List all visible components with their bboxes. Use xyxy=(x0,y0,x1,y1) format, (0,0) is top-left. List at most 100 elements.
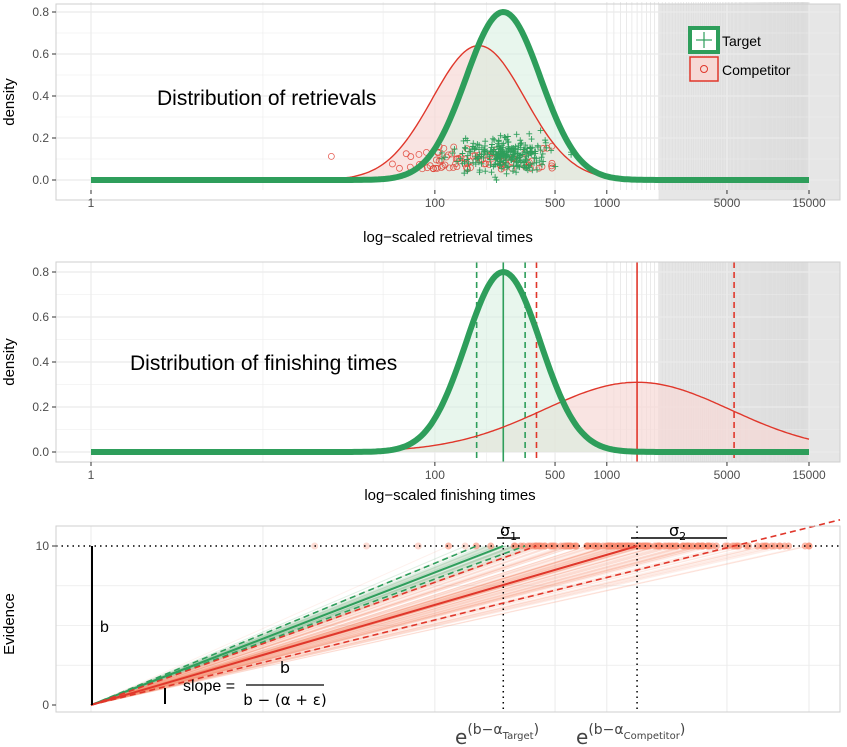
target-scatter-point xyxy=(522,156,529,163)
competitor-sim-line xyxy=(90,545,689,706)
target-scatter-point xyxy=(501,134,508,141)
competitor-sim-line xyxy=(90,545,568,706)
competitor-sim-line xyxy=(90,545,667,706)
competitor-sim-line xyxy=(90,545,687,706)
competitor-sim-line xyxy=(90,545,553,706)
competitor-scatter-point xyxy=(450,143,458,151)
competitor-threshold-point xyxy=(362,542,370,550)
target-scatter-point xyxy=(461,144,468,151)
evidence-panel: 010 Evidence b slope = b b − (α + ε) σ1 … xyxy=(1,519,841,747)
competitor-sim-line xyxy=(90,545,702,706)
target-scatter-point xyxy=(513,169,520,176)
competitor-scatter-point xyxy=(452,160,459,168)
competitor-time-label: e(b−αCompetitor) xyxy=(576,722,685,747)
competitor-threshold-point xyxy=(744,542,752,550)
target-scatter-point xyxy=(529,144,536,151)
x-tick-label: 5000 xyxy=(714,468,741,482)
competitor-sim-line xyxy=(90,545,575,706)
target-scatter-point xyxy=(472,144,479,151)
legend-competitor-key xyxy=(689,56,719,82)
target-scatter-point xyxy=(457,155,464,162)
evidence-panel-border xyxy=(55,525,841,713)
target-scatter-point xyxy=(493,177,500,183)
competitor-sim-line xyxy=(90,545,684,706)
competitor-scatter-point xyxy=(327,152,335,160)
target-scatter-point xyxy=(538,161,545,168)
competitor-sim-line xyxy=(90,545,577,706)
competitor-scatter-point xyxy=(535,164,543,172)
target-scatter-point xyxy=(464,137,471,144)
competitor-sim-line xyxy=(90,545,587,706)
competitor-sim-line xyxy=(90,545,614,706)
target-scatter-point xyxy=(464,152,471,159)
target-scatter-point xyxy=(504,133,511,140)
competitor-scatter-point xyxy=(449,164,457,171)
target-scatter-point xyxy=(531,160,538,167)
target-scatter-point xyxy=(488,169,495,176)
competitor-scatter-point xyxy=(463,164,470,172)
competitor-sim-line xyxy=(90,545,758,706)
competitor-sim-line xyxy=(90,545,806,706)
competitor-sim-line xyxy=(90,545,785,706)
competitor-sim-line xyxy=(90,545,661,706)
retrievals-panel-border xyxy=(55,3,841,201)
competitor-threshold-point xyxy=(510,542,518,550)
target-scatter-point xyxy=(548,147,555,154)
x-tick-label: 500 xyxy=(545,196,565,210)
x-tick-label: 1 xyxy=(88,196,95,210)
competitor-sim-line xyxy=(90,545,592,706)
retrievals-x-ticks: 1 100 500 1000 5000 15000 xyxy=(88,190,826,210)
competitor-sim-line xyxy=(90,545,571,706)
competitor-sim-line xyxy=(90,545,678,706)
evidence-mean-lines xyxy=(56,519,841,712)
competitor-sim-line xyxy=(90,545,569,706)
target-scatter-point xyxy=(517,157,524,164)
x-tick-label: 1 xyxy=(88,468,95,482)
target-scatter-point xyxy=(517,152,524,159)
competitor-sim-line xyxy=(90,545,670,706)
target-scatter-point xyxy=(510,163,517,170)
target-scatter-point xyxy=(510,148,517,155)
competitor-sim-line xyxy=(90,545,698,706)
retrievals-scatter-points xyxy=(327,127,575,183)
target-scatter-point xyxy=(470,140,477,147)
target-sim-line xyxy=(90,545,479,706)
target-density-line xyxy=(90,269,810,455)
target-scatter-point xyxy=(526,164,533,171)
target-scatter-point xyxy=(489,141,495,148)
target-sim-line xyxy=(90,545,466,706)
competitor-scatter-point xyxy=(439,162,447,170)
competitor-threshold-point xyxy=(583,542,591,550)
target-scatter-point xyxy=(533,155,540,162)
retrievals-x-axis-title: log−scaled retrieval times xyxy=(363,229,533,246)
competitor-threshold-point xyxy=(533,542,541,550)
competitor-sim-line xyxy=(90,545,449,706)
target-scatter-point xyxy=(522,142,529,149)
target-scatter-point xyxy=(467,148,474,155)
competitor-sim-line xyxy=(90,545,611,706)
finishing-y-axis-title: density xyxy=(1,338,18,386)
competitor-sim-line xyxy=(90,545,531,706)
target-scatter-point xyxy=(517,137,524,144)
competitor-sim-line xyxy=(90,545,704,706)
target-scatter-point xyxy=(490,163,497,170)
competitor-sim-line xyxy=(90,545,763,706)
competitor-threshold-point xyxy=(566,542,574,550)
competitor-sim-line xyxy=(90,545,555,706)
b-label: b xyxy=(100,619,109,636)
competitor-sim-line xyxy=(90,545,688,706)
target-scatter-point xyxy=(511,145,518,152)
competitor-threshold-point xyxy=(605,542,613,550)
target-scatter-point xyxy=(534,142,541,149)
target-scatter-point xyxy=(526,130,533,137)
target-scatter-point xyxy=(505,163,512,170)
competitor-sim-line xyxy=(90,545,596,706)
target-scatter-point xyxy=(489,135,496,142)
slope-label: slope = xyxy=(183,678,235,695)
y-tick-label: 0.6 xyxy=(32,47,49,61)
competitor-mean-evidence-line xyxy=(90,545,638,706)
competitor-threshold-point xyxy=(461,542,469,550)
competitor-sim-line xyxy=(90,545,673,706)
target-scatter-point xyxy=(484,151,491,158)
